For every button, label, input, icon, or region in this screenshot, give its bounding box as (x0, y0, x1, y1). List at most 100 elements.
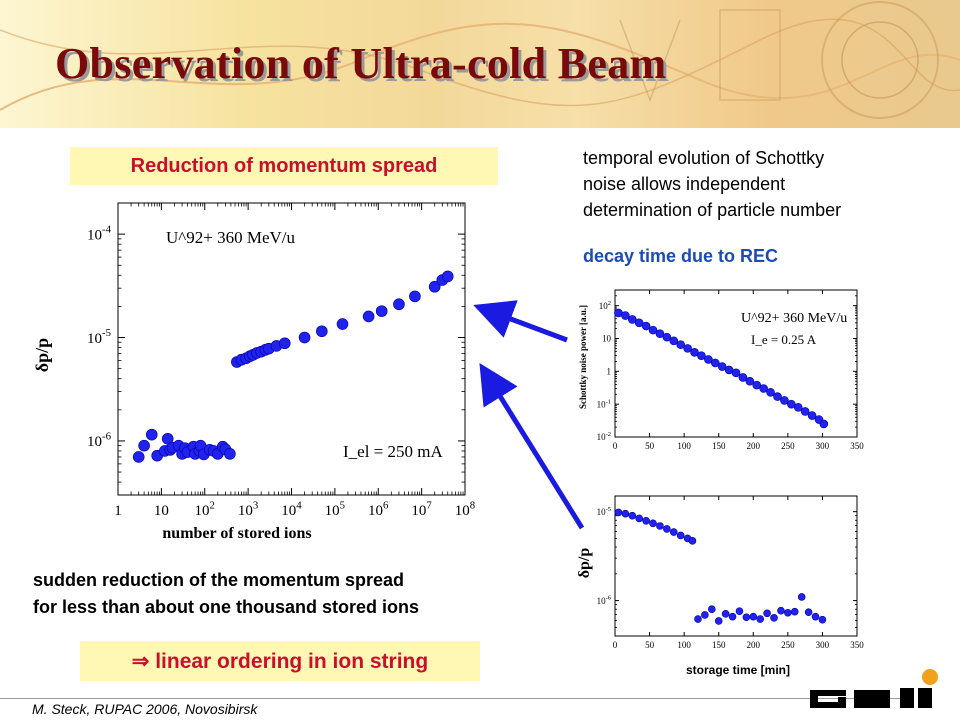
data-point (375, 305, 388, 317)
data-point (745, 376, 755, 386)
data-point (656, 522, 664, 530)
schottky-description: temporal evolution of Schottky noise all… (583, 145, 841, 223)
data-point (763, 609, 771, 618)
footer-divider (0, 698, 905, 699)
schottky-line-3: determination of particle number (583, 200, 842, 220)
title-banner: Observation of Ultra-cold Beam Observati… (0, 0, 960, 128)
ion-annotation: U^92+ 360 MeV/u (166, 228, 296, 247)
data-point (336, 318, 349, 330)
x-tick-label: 0 (613, 640, 618, 650)
chart-momentum-spread: 1 10 102 103 104 105 106 107 108 10-4 10-5 10-6 U^9… (32, 202, 475, 542)
chart-ylabel: δp/p (32, 338, 52, 372)
data-point (641, 321, 651, 331)
x-tick-label: 300 (816, 441, 830, 451)
data-point (690, 347, 699, 357)
arrow-upper (473, 300, 568, 343)
y-tick-label: 10-2 (597, 431, 611, 442)
x-tick-label: 50 (645, 640, 655, 650)
data-point (800, 407, 810, 416)
data-point (717, 362, 727, 371)
page-title-shadow: Observation of Ultra-cold Beam (58, 42, 670, 91)
ion-annotation: U^92+ 360 MeV/u (741, 311, 847, 326)
data-point (316, 325, 328, 338)
x-tick-label: 108 (455, 499, 475, 519)
page-title: Observation of Ultra-cold Beam (55, 39, 667, 88)
arrows-overlay (473, 300, 585, 530)
data-point (138, 439, 150, 452)
x-tick-label: 200 (747, 441, 761, 451)
data-point (797, 593, 806, 601)
x-tick-label: 350 (850, 640, 864, 650)
data-point (721, 610, 730, 618)
data-point (807, 411, 817, 420)
data-point (742, 613, 751, 622)
data-point (627, 315, 637, 324)
decay-time-label: decay time due to REC (583, 246, 779, 266)
data-point (132, 451, 145, 463)
linear-ordering-box: ⇒ linear ordering in ion string (80, 641, 480, 681)
data-point (728, 612, 737, 621)
data-point (793, 403, 803, 412)
data-point (614, 508, 623, 517)
chart-xlabel: storage time [min] (686, 663, 790, 677)
data-point (749, 612, 758, 621)
data-point (145, 428, 158, 441)
schottky-line-1: temporal evolution of Schottky (583, 148, 825, 168)
data-point (428, 280, 441, 293)
chart-frame (614, 495, 858, 637)
data-point (161, 432, 174, 445)
footer-citation: M. Steck, RUPAC 2006, Novosibirsk (32, 701, 258, 717)
x-tick-label: 350 (850, 441, 864, 451)
x-tick-label: 150 (712, 441, 726, 451)
schottky-line-2: noise allows independent (583, 174, 786, 194)
y-tick-label: 10-6 (87, 430, 112, 450)
x-tick-label: 50 (645, 441, 655, 451)
data-point (683, 344, 692, 353)
x-tick-label: 0 (613, 441, 618, 451)
data-point (708, 605, 716, 614)
data-point (224, 448, 236, 460)
logo-dot (922, 669, 938, 685)
data-point (621, 509, 630, 518)
data-point (662, 332, 672, 342)
chart-ylabel: Schottky noise power [a.u.] (578, 305, 588, 409)
data-point (676, 531, 685, 540)
x-tick-label: 105 (325, 499, 345, 519)
data-point (298, 331, 311, 344)
data-point (704, 355, 713, 364)
arrow-lower (479, 363, 585, 530)
data-point (649, 519, 657, 528)
data-point (735, 607, 744, 616)
data-point (818, 615, 827, 624)
sudden-line-2: for less than about one thousand stored … (33, 597, 420, 617)
x-tick-label: 250 (781, 441, 795, 451)
data-point (655, 329, 665, 339)
data-point (362, 310, 375, 323)
x-tick-label: 300 (816, 640, 830, 650)
x-tick-label: 104 (281, 499, 302, 519)
data-point (756, 615, 764, 623)
data-point (669, 336, 679, 346)
x-tick-label: 10 (154, 503, 169, 519)
x-tick-label: 250 (781, 640, 795, 650)
x-tick-label: 100 (677, 441, 691, 451)
data-point (694, 615, 702, 623)
y-tick-label: 10-1 (597, 398, 611, 409)
y-tick-label: 10-6 (597, 595, 612, 606)
data-point (621, 311, 630, 320)
current-annotation: I_el = 250 mA (343, 442, 443, 461)
x-tick-label: 107 (411, 499, 432, 519)
y-tick-label: 10-5 (597, 506, 611, 517)
data-point (642, 516, 650, 525)
data-point (811, 612, 820, 621)
chart-ylabel: δp/p (576, 548, 593, 579)
data-point (766, 387, 775, 397)
current-annotation: I_e = 0.25 A (751, 332, 817, 347)
data-point (278, 337, 291, 350)
data-point (676, 340, 685, 349)
data-point (710, 358, 720, 368)
data-point (714, 617, 723, 625)
x-tick-label: 100 (677, 640, 691, 650)
data-point (773, 392, 782, 401)
data-point (731, 368, 741, 378)
